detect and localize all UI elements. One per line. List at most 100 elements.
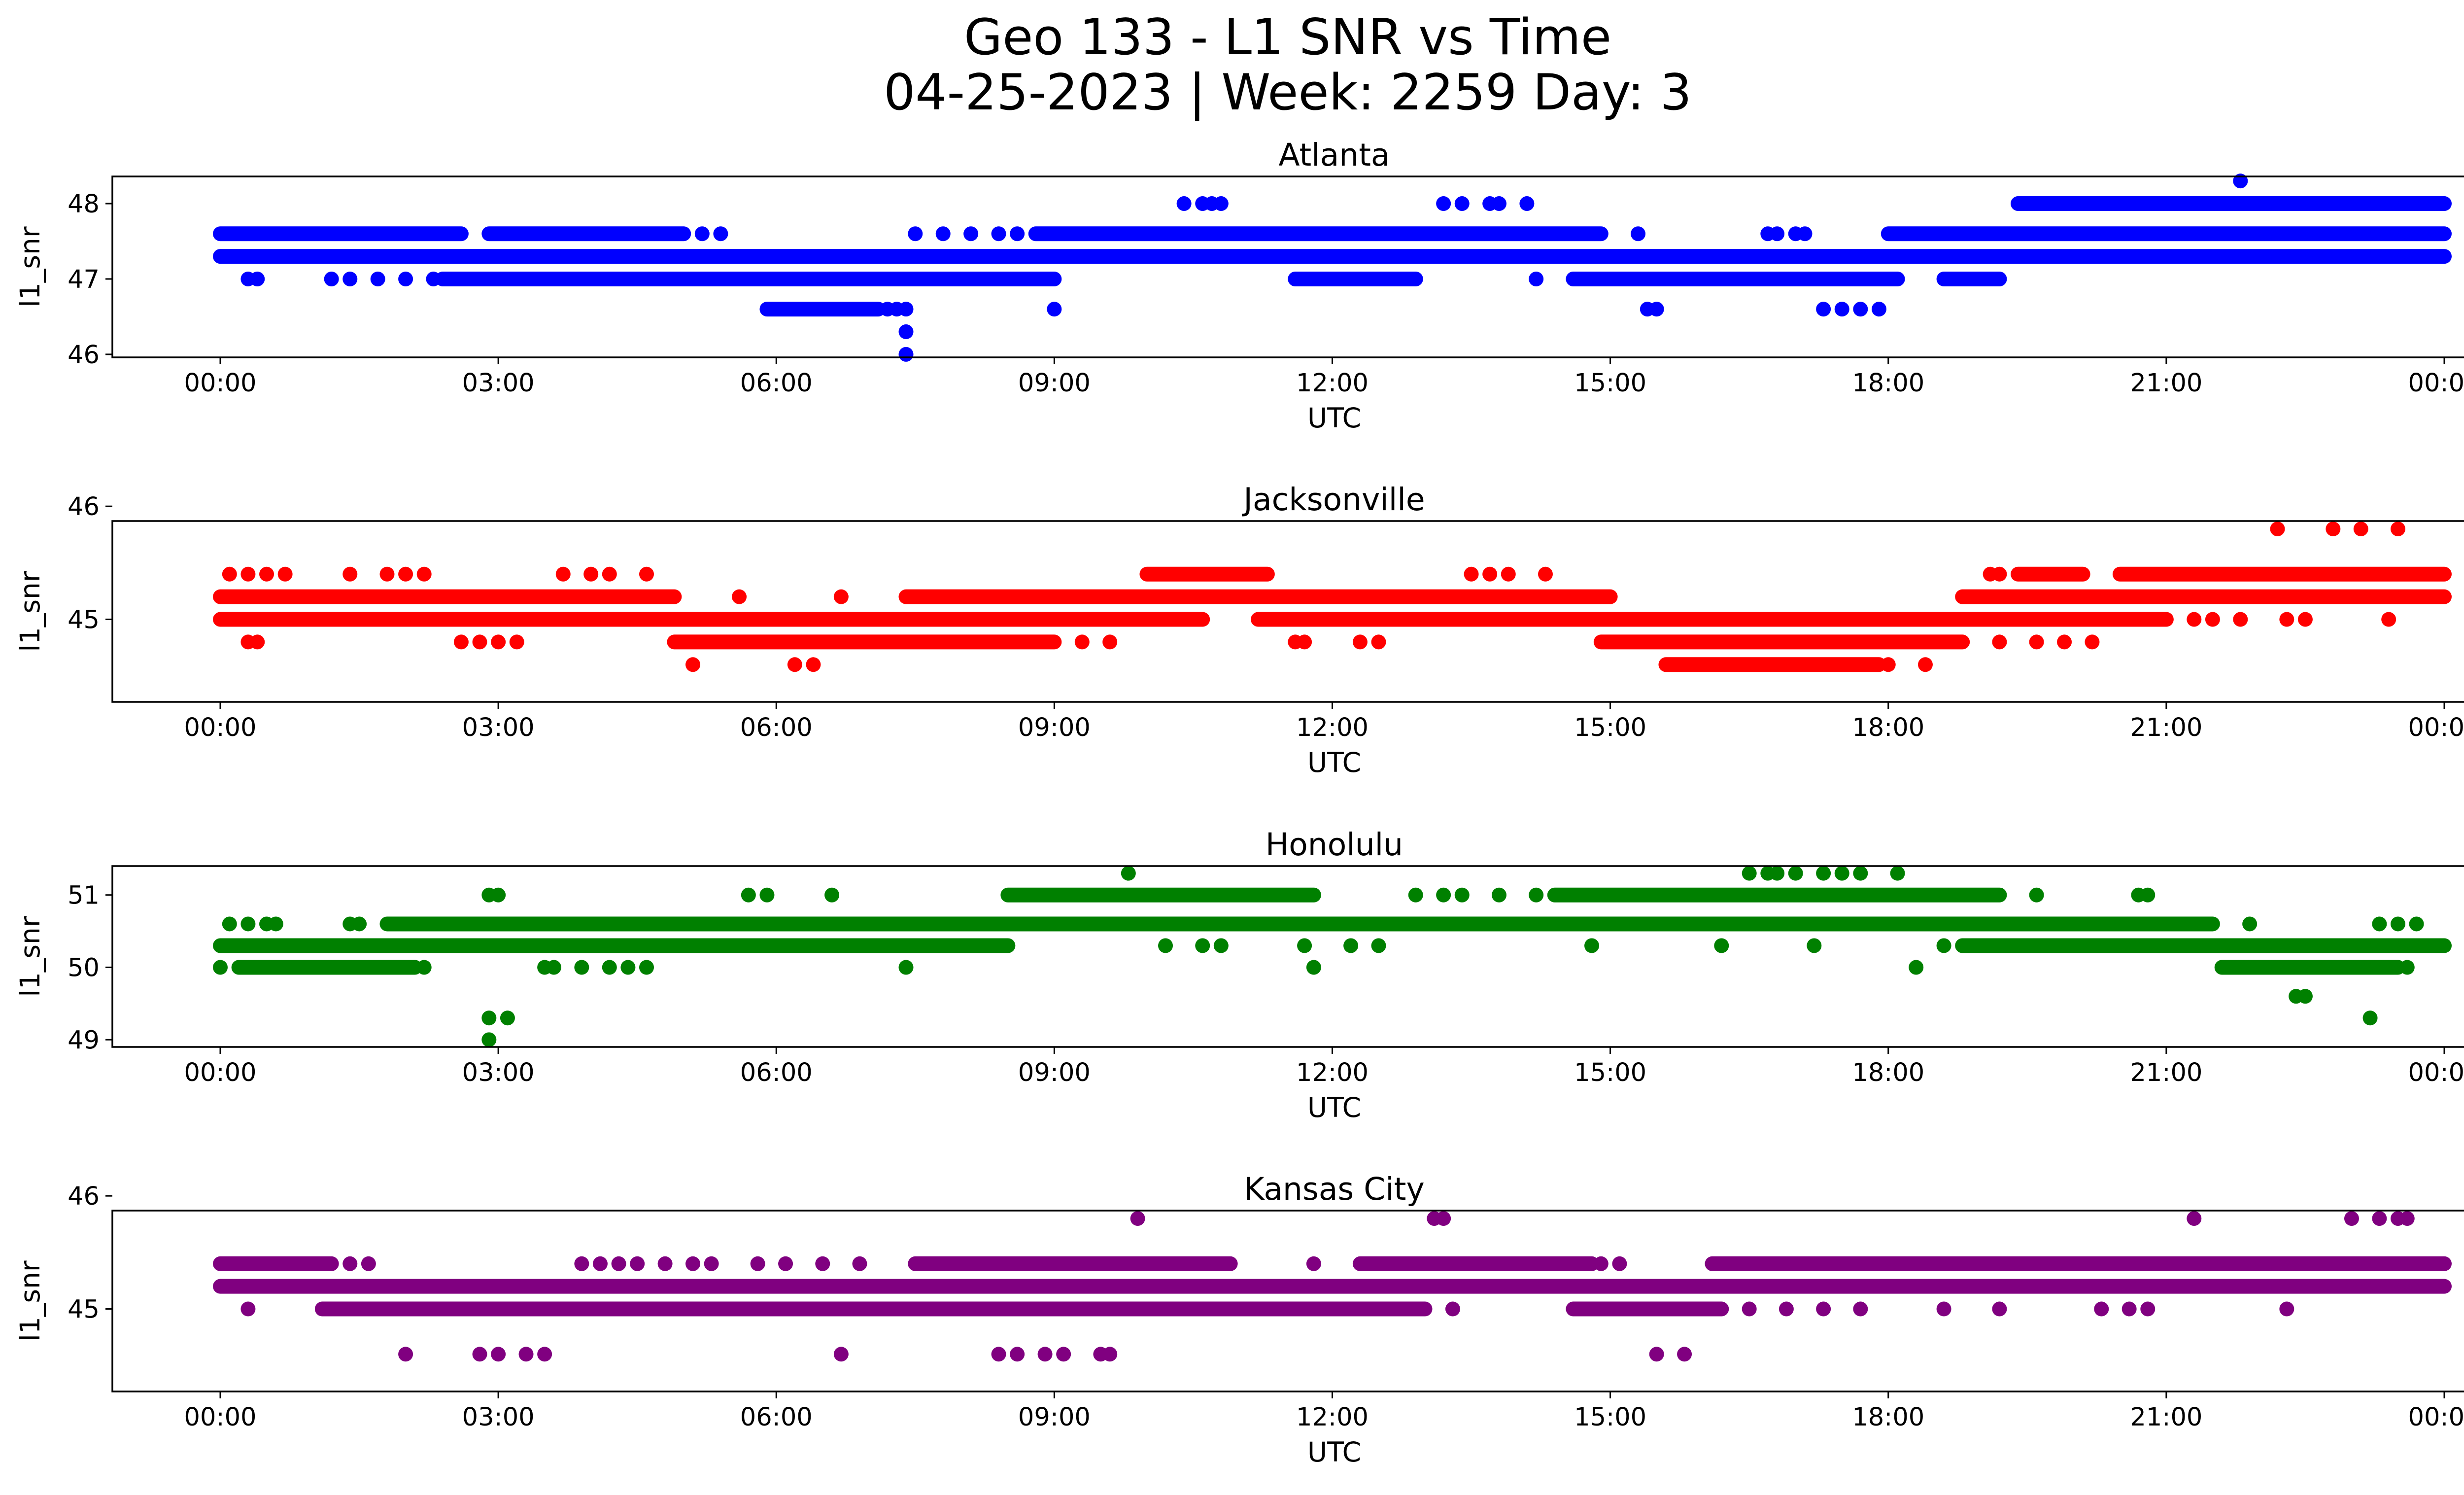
data-point [250, 271, 265, 286]
data-point [426, 271, 441, 286]
subplot-title: Atlanta [1278, 137, 1390, 173]
data-point [398, 1347, 413, 1362]
x-tick-label: 15:00 [1574, 1403, 1646, 1432]
data-point [1371, 938, 1386, 953]
data-point [1834, 866, 1849, 881]
data-point [657, 1256, 673, 1271]
data-point [1992, 1301, 2007, 1317]
data-point [639, 566, 654, 582]
data-point [342, 271, 358, 286]
data-series-kansas-city [213, 1211, 2452, 1362]
data-point [379, 566, 395, 582]
x-tick-label: 00:00 [184, 1058, 257, 1087]
data-point [1529, 887, 1544, 903]
data-point [2270, 522, 2285, 537]
x-tick-label: 00:00 [184, 1403, 257, 1432]
data-point [1371, 634, 1386, 650]
data-point [2372, 916, 2387, 932]
x-tick-label: 00:00 [2408, 1058, 2464, 1087]
data-point [1816, 302, 1831, 317]
data-point [1797, 226, 1813, 242]
data-point [1816, 1301, 1831, 1317]
data-point [2390, 522, 2405, 537]
data-point [240, 916, 256, 932]
y-tick-label: 47 [68, 265, 100, 294]
data-point [259, 566, 274, 582]
data-point [1853, 1301, 1868, 1317]
data-point [1779, 1301, 1794, 1317]
data-point [1037, 1347, 1053, 1362]
data-point [1770, 866, 1785, 881]
data-point [1297, 938, 1312, 953]
x-tick-label: 03:00 [462, 1058, 535, 1087]
plot-frame [111, 175, 2464, 358]
data-point [1074, 634, 1090, 650]
x-tick-label: 00:00 [2408, 369, 2464, 398]
data-point [2029, 887, 2044, 903]
data-point [833, 1347, 849, 1362]
data-point [222, 566, 237, 582]
x-tick-label: 03:00 [462, 713, 535, 742]
data-point [537, 1347, 552, 1362]
data-point [1853, 866, 1868, 881]
data-point [555, 566, 571, 582]
plot-frame [111, 520, 2464, 703]
x-axis-label: UTC [1307, 402, 1361, 434]
data-point [240, 566, 256, 582]
data-point [639, 960, 654, 975]
data-series-atlanta [213, 174, 2452, 362]
data-point [732, 589, 747, 604]
subplot-atlanta: Atlanta 00:00 03:00 06:00 09:00 12:00 15:00 18:… [14, 137, 2464, 434]
data-point [1102, 1347, 1118, 1362]
data-point [361, 1256, 376, 1271]
data-point [481, 1032, 497, 1047]
data-point [685, 1256, 701, 1271]
data-point [342, 566, 358, 582]
data-point [602, 960, 617, 975]
data-point [1436, 1211, 1451, 1226]
data-point [1834, 302, 1849, 317]
data-point [240, 1301, 256, 1317]
data-point [2187, 1211, 2202, 1226]
data-point [1436, 196, 1451, 211]
plot-frame [111, 865, 2464, 1048]
data-point [694, 226, 710, 242]
figure-title-line-1: Geo 133 - L1 SNR vs Time [964, 8, 1611, 66]
x-tick-label: 21:00 [2130, 1058, 2202, 1087]
x-tick-label: 15:00 [1574, 1058, 1646, 1087]
data-point [2297, 989, 2313, 1004]
data-point [2140, 887, 2156, 903]
subplot-jacksonville: Jacksonville 00:00 03:00 06:00 09:00 12:00 15:… [14, 482, 2464, 778]
data-point [1297, 634, 1312, 650]
data-point [602, 566, 617, 582]
x-axis-label: UTC [1307, 1092, 1361, 1123]
data-point [453, 634, 469, 650]
data-point [1352, 634, 1368, 650]
subplot-honolulu: Honolulu 00:00 03:00 06:00 09:00 12:00 15:00 18… [14, 827, 2464, 1123]
subplot-kansas-city: Kansas City 00:00 03:00 06:00 09:00 12:00 15:0… [14, 1171, 2464, 1468]
x-tick-label: 09:00 [1018, 1403, 1091, 1432]
data-point [898, 324, 914, 340]
data-point [1742, 866, 1757, 881]
x-tick-label: 18:00 [1852, 1058, 1924, 1087]
x-tick-label: 06:00 [740, 369, 813, 398]
data-point [908, 226, 923, 242]
y-tick-label: 50 [68, 954, 100, 983]
data-point [1649, 1347, 1664, 1362]
x-tick-label: 00:00 [2408, 1403, 2464, 1432]
data-point [1649, 302, 1664, 317]
x-tick-label: 00:00 [184, 369, 257, 398]
x-tick-label: 00:00 [2408, 713, 2464, 742]
data-point [324, 271, 339, 286]
data-point [398, 271, 413, 286]
data-point [1631, 226, 1646, 242]
data-point [1158, 938, 1173, 953]
x-axis-label: UTC [1307, 1436, 1361, 1468]
data-point [509, 634, 524, 650]
data-point [2279, 1301, 2294, 1317]
x-tick-label: 03:00 [462, 369, 535, 398]
data-point [1306, 960, 1321, 975]
data-point [611, 1256, 626, 1271]
data-point [1917, 657, 1933, 672]
data-point [1491, 196, 1506, 211]
